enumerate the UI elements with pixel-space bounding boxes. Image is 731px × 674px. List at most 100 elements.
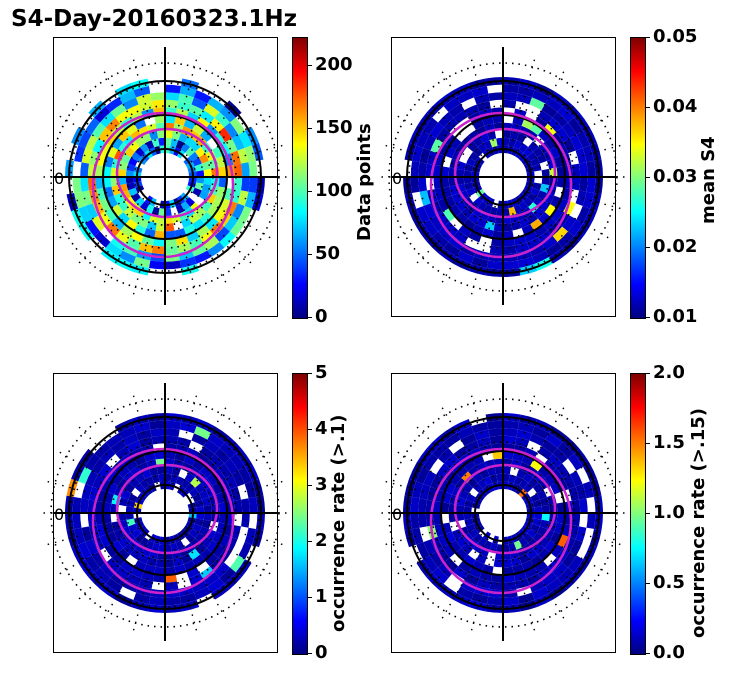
grid-spoke-dotted <box>396 451 478 499</box>
bin-cell <box>521 454 534 466</box>
bin-cell <box>200 536 213 548</box>
bin-cell <box>511 556 522 567</box>
colorbar-tick-label: 0.5 <box>653 572 685 593</box>
bin-cell <box>456 496 467 507</box>
grid-spoke-dotted <box>58 451 140 499</box>
bin-cell <box>194 250 212 264</box>
bin-cell <box>100 448 116 464</box>
bin-cell <box>576 130 590 148</box>
grid-spoke-dotted <box>531 520 622 546</box>
bin-cell <box>154 115 165 124</box>
bin-cell <box>198 526 209 537</box>
colorbar-tick <box>645 317 650 318</box>
bin-cell <box>567 219 584 237</box>
colorbar-tick-label: 0.04 <box>653 96 698 117</box>
bin-cell <box>118 586 136 600</box>
bin-cell <box>526 104 542 117</box>
bin-cell <box>78 542 92 560</box>
bin-cell <box>125 459 138 472</box>
bin-cell <box>100 112 116 128</box>
grid-spoke-dotted <box>523 90 590 157</box>
bin-cell <box>111 137 124 150</box>
bin-cell <box>444 146 456 159</box>
bin-cell <box>72 496 82 513</box>
bin-cell <box>106 146 118 159</box>
bin-cell <box>463 513 472 520</box>
bin-cell <box>466 493 476 503</box>
bin-cell <box>541 513 550 522</box>
bin-cell <box>476 242 491 254</box>
bin-cell <box>218 513 227 524</box>
bin-cell <box>539 496 550 507</box>
bin-cell <box>433 513 442 526</box>
colorbar-tick-label: 1 <box>315 586 328 607</box>
bin-cell <box>131 528 141 539</box>
bin-cell <box>523 482 534 493</box>
bin-cell <box>165 238 178 247</box>
bin-cell <box>192 218 205 231</box>
bin-cell <box>582 481 594 499</box>
colorbar-tick-label: 2 <box>315 530 328 551</box>
bin-cell <box>203 504 212 513</box>
bin-cell <box>225 474 238 490</box>
bin-cell <box>496 544 503 553</box>
bin-cell <box>139 537 150 547</box>
bin-cell <box>181 217 193 229</box>
polar-map-2: 0 <box>381 37 625 317</box>
bin-cell <box>224 458 239 475</box>
bin-cell <box>179 422 197 434</box>
bin-cell <box>199 465 213 479</box>
bin-cell <box>441 502 450 513</box>
bin-cell <box>479 133 490 144</box>
bin-cell <box>206 540 219 553</box>
bin-cell <box>523 146 534 157</box>
bin-cell <box>494 466 503 475</box>
bin-cell <box>125 513 134 520</box>
bin-cell <box>165 428 180 437</box>
bin-cell <box>527 192 537 203</box>
bin-cell <box>533 196 544 208</box>
bin-cell <box>541 103 558 118</box>
bin-cell <box>91 458 106 475</box>
bin-cell <box>530 523 540 533</box>
bin-cell <box>416 130 430 148</box>
bin-cell <box>468 566 482 579</box>
bin-cell <box>145 140 155 150</box>
bin-cell <box>209 453 225 469</box>
bin-cell <box>416 466 430 484</box>
bin-cell <box>133 422 151 434</box>
bin-cell <box>123 135 135 147</box>
bin-cell <box>441 166 450 177</box>
bin-cell <box>462 482 473 494</box>
grid-spoke-dotted <box>193 184 284 210</box>
bin-cell <box>556 502 565 513</box>
bin-cell <box>125 554 138 567</box>
bin-cell <box>442 544 456 558</box>
bin-cell <box>492 451 503 460</box>
bin-cell <box>151 542 160 552</box>
grid-spoke-dotted <box>528 527 610 575</box>
bin-cell <box>518 537 529 547</box>
bin-cell <box>486 596 503 606</box>
bin-cell <box>199 211 213 225</box>
grid-spoke-dotted <box>172 205 198 296</box>
bin-cell <box>503 84 520 94</box>
bin-cell <box>508 138 517 148</box>
colorbar-label: occurrence rate (>.1) <box>328 414 349 632</box>
bin-cell <box>479 469 490 480</box>
grid-spoke-dotted <box>416 90 483 157</box>
bin-cell <box>515 100 530 112</box>
bin-cell <box>410 513 420 530</box>
bin-cell <box>241 162 250 177</box>
bin-cell <box>165 208 172 217</box>
bin-cell <box>204 552 219 567</box>
bin-cell <box>472 136 484 147</box>
bin-cell <box>244 481 256 499</box>
bin-cell <box>185 146 196 157</box>
bin-cell <box>188 104 204 117</box>
bin-cell <box>448 439 465 454</box>
bin-cell <box>135 93 152 105</box>
bin-cell <box>188 212 200 225</box>
bin-cell <box>156 466 165 475</box>
colorbar-label: Data points <box>354 123 375 241</box>
